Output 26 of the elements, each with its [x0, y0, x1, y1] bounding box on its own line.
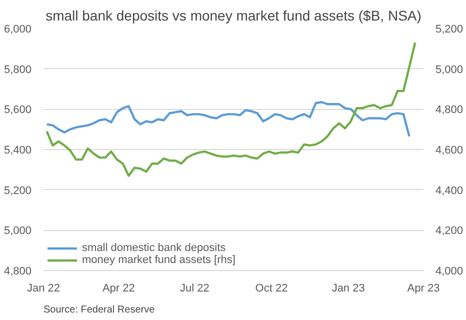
y-tick-label: 5,400 — [4, 144, 32, 156]
x-tick-label: Jan 23 — [332, 282, 365, 294]
y-tick-label: 5,800 — [4, 64, 32, 76]
y-tick-label: 5,600 — [4, 104, 32, 116]
x-tick-label: Apr 22 — [102, 282, 135, 294]
y-tick-label: 5,200 — [4, 184, 32, 197]
y2-tick-label: 5,000 — [436, 64, 464, 76]
line-series — [46, 101, 410, 138]
source-note: Source: Federal Reserve — [44, 304, 156, 316]
chart-title: small bank deposits vs money market fund assets ($B, NSA) — [46, 8, 422, 24]
x-tick-label: Apr 23 — [407, 282, 440, 294]
y2-tick-label: 5,200 — [436, 24, 464, 36]
y2-tick-label: 4,600 — [436, 144, 464, 156]
y2-tick-label: 4,800 — [436, 104, 464, 116]
y-tick-label: 5,000 — [4, 225, 32, 238]
x-tick-label: Jul 22 — [180, 282, 210, 294]
line-series — [46, 42, 416, 177]
x-tick-label: Oct 22 — [255, 282, 288, 294]
y-tick-label: 4,800 — [4, 266, 32, 278]
x-tick-label: Jan 22 — [26, 282, 60, 294]
y-tick-label: 6,000 — [4, 24, 32, 36]
y2-tick-label: 4,000 — [436, 266, 464, 278]
legend-label: money market fund assets [rhs] — [82, 254, 236, 266]
y2-tick-label: 4,400 — [436, 184, 464, 197]
legend-label: small domestic bank deposits — [82, 242, 226, 254]
y2-tick-label: 4,200 — [436, 225, 464, 238]
